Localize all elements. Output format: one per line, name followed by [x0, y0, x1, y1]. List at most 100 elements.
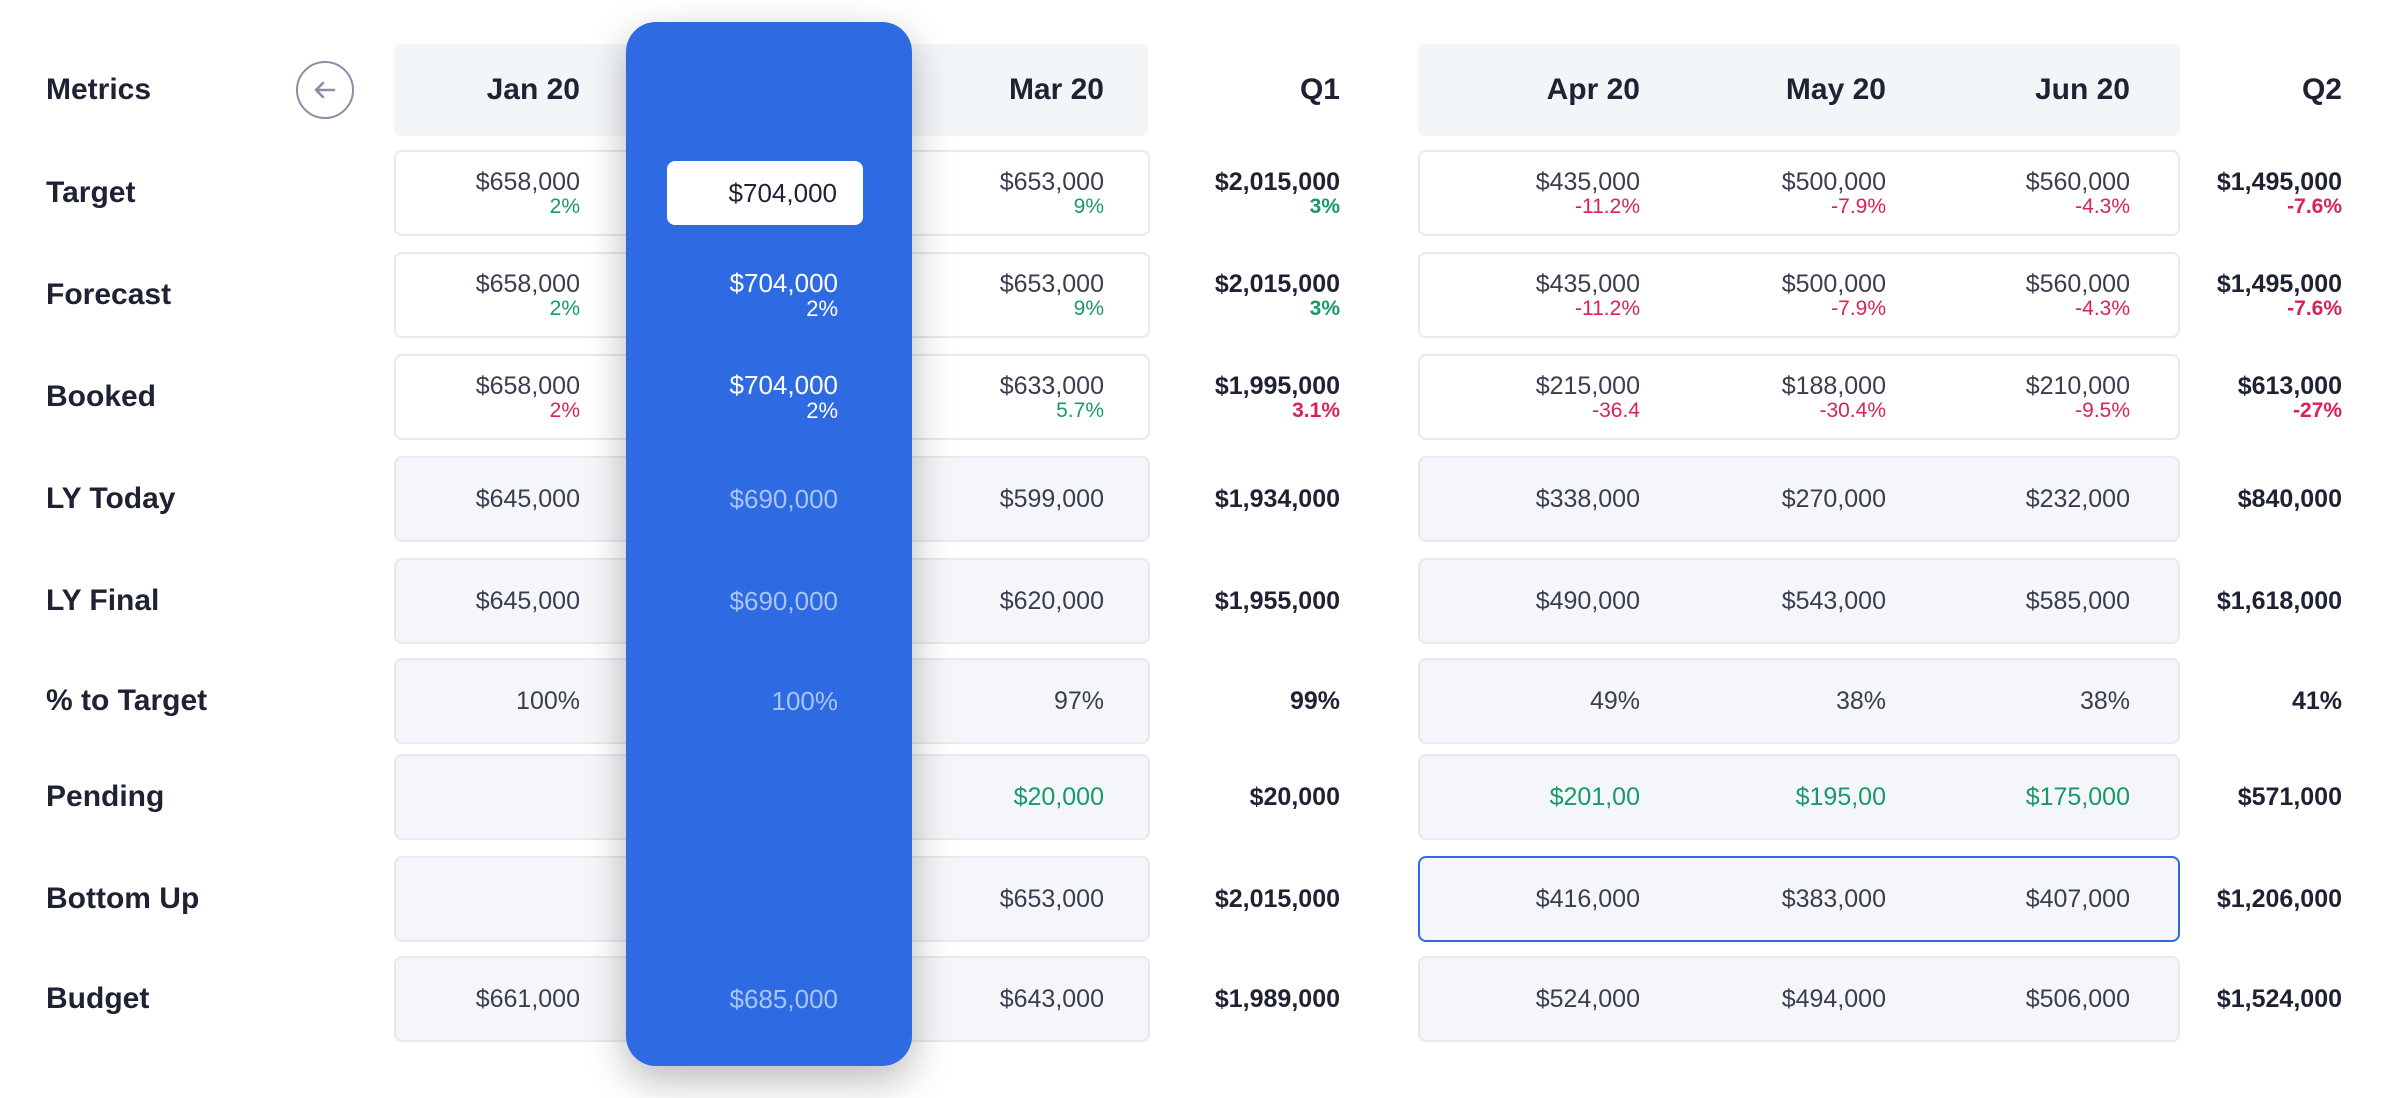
- row-label-pending: Pending: [46, 780, 165, 813]
- cell-jun[interactable]: 38%: [1910, 658, 2130, 744]
- cell-jun[interactable]: $560,000 -4.3%: [1910, 150, 2130, 236]
- cell-q1[interactable]: $1,955,000: [1120, 558, 1340, 644]
- cell-q1[interactable]: $2,015,000 3%: [1120, 150, 1340, 236]
- cell-mar[interactable]: $20,000: [884, 754, 1104, 840]
- cell-mar[interactable]: 97%: [884, 658, 1104, 744]
- cell-apr[interactable]: $416,000: [1420, 856, 1640, 942]
- cell-may[interactable]: $195,00: [1666, 754, 1886, 840]
- cell-may[interactable]: $543,000: [1666, 558, 1886, 644]
- cell-q1[interactable]: $2,015,000 3%: [1120, 252, 1340, 338]
- cell-apr[interactable]: $201,00: [1420, 754, 1640, 840]
- cell-mar[interactable]: $653,000: [884, 856, 1104, 942]
- cell-value: $215,000: [1535, 371, 1640, 400]
- cell-q2[interactable]: $1,495,000 -7.6%: [2122, 252, 2342, 338]
- cell-value: $416,000: [1535, 885, 1640, 913]
- arrow-left-icon: [314, 81, 336, 99]
- cell-feb[interactable]: $685,000: [618, 956, 838, 1042]
- cell-apr[interactable]: $435,000 -11.2%: [1420, 252, 1640, 338]
- cell-may[interactable]: $270,000: [1666, 456, 1886, 542]
- cell-jun[interactable]: $585,000: [1910, 558, 2130, 644]
- cell-jan[interactable]: $661,000: [360, 956, 580, 1042]
- cell-may[interactable]: $500,000 -7.9%: [1666, 252, 1886, 338]
- cell-q1[interactable]: $1,989,000: [1120, 956, 1340, 1042]
- column-header-q2[interactable]: Q2: [2301, 73, 2342, 106]
- cell-may[interactable]: $188,000 -30.4%: [1666, 354, 1886, 440]
- cell-apr[interactable]: $524,000: [1420, 956, 1640, 1042]
- cell-q2[interactable]: $1,524,000: [2122, 956, 2342, 1042]
- cell-may[interactable]: $383,000: [1666, 856, 1886, 942]
- cell-feb[interactable]: $690,000: [618, 558, 838, 644]
- row-label-ly-final: LY Final: [46, 584, 160, 617]
- cell-jun[interactable]: $407,000: [1910, 856, 2130, 942]
- cell-jun[interactable]: $175,000: [1910, 754, 2130, 840]
- cell-apr[interactable]: $215,000 -36.4: [1420, 354, 1640, 440]
- cell-may[interactable]: $494,000: [1666, 956, 1886, 1042]
- cell-q2[interactable]: $1,618,000: [2122, 558, 2342, 644]
- cell-jan[interactable]: $658,000 2%: [360, 150, 580, 236]
- cell-q2[interactable]: $571,000: [2122, 754, 2342, 840]
- cell-q1[interactable]: $20,000: [1120, 754, 1340, 840]
- column-header-q1[interactable]: Q1: [1299, 73, 1340, 106]
- cell-q1[interactable]: 99%: [1120, 658, 1340, 744]
- cell-feb[interactable]: $690,000: [618, 456, 838, 542]
- cell-apr[interactable]: $490,000: [1420, 558, 1640, 644]
- cell-q2[interactable]: $840,000: [2122, 456, 2342, 542]
- selected-row-range[interactable]: [1418, 856, 2180, 942]
- cell-jun[interactable]: $506,000: [1910, 956, 2130, 1042]
- cell-mar[interactable]: $599,000: [884, 456, 1104, 542]
- cell-value: $210,000: [2025, 371, 2130, 400]
- cell-may[interactable]: $500,000 -7.9%: [1666, 150, 1886, 236]
- cell-jan[interactable]: $658,000 2%: [360, 354, 580, 440]
- cell-apr[interactable]: 49%: [1420, 658, 1640, 744]
- cell-q1[interactable]: $1,995,000 3.1%: [1120, 354, 1340, 440]
- column-header-may[interactable]: May 20: [1785, 73, 1886, 106]
- cell-jan[interactable]: $658,000 2%: [360, 252, 580, 338]
- cell-jan[interactable]: 100%: [360, 658, 580, 744]
- column-header-mar[interactable]: Mar 20: [1008, 73, 1104, 106]
- cell-mar[interactable]: $643,000: [884, 956, 1104, 1042]
- feb-target-input[interactable]: [667, 161, 863, 225]
- row-label-pct-to-target: % to Target: [46, 684, 208, 717]
- cell-feb[interactable]: 100%: [618, 658, 839, 744]
- cell-value: $1,989,000: [1214, 985, 1340, 1013]
- cell-mar[interactable]: $653,000 9%: [884, 150, 1104, 236]
- cell-jan[interactable]: $645,000: [360, 558, 580, 644]
- cell-variance: -9.5%: [2075, 398, 2130, 422]
- cell-mar[interactable]: $633,000 5.7%: [884, 354, 1104, 440]
- cell-apr[interactable]: $435,000 -11.2%: [1420, 150, 1640, 236]
- cell-mar[interactable]: $653,000 9%: [884, 252, 1104, 338]
- cell-variance: 9%: [1073, 194, 1104, 218]
- cell-jun[interactable]: $560,000 -4.3%: [1910, 252, 2130, 338]
- cell-q2[interactable]: $613,000 -27%: [2122, 354, 2342, 440]
- cell-q2[interactable]: $1,206,000: [2122, 856, 2342, 942]
- cell-mar[interactable]: $620,000: [884, 558, 1104, 644]
- cell-value: 49%: [1589, 687, 1640, 715]
- column-header-apr[interactable]: Apr 20: [1546, 73, 1640, 106]
- cell-may[interactable]: 38%: [1666, 658, 1886, 744]
- cell-jan[interactable]: $645,000: [360, 456, 580, 542]
- cell-value: $690,000: [729, 585, 838, 616]
- cell-value: $653,000: [999, 167, 1104, 196]
- cell-variance: 2%: [549, 194, 580, 218]
- cell-value: $645,000: [475, 485, 580, 513]
- cell-q2[interactable]: $1,495,000 -7.6%: [2122, 150, 2342, 236]
- back-button[interactable]: [296, 61, 354, 119]
- cell-feb[interactable]: [618, 856, 838, 942]
- column-header-jun[interactable]: Jun 20: [2034, 73, 2130, 106]
- cell-jan[interactable]: [360, 754, 580, 840]
- cell-feb[interactable]: $704,000 2%: [618, 354, 838, 440]
- cell-jun[interactable]: $210,000 -9.5%: [1910, 354, 2130, 440]
- metrics-header-label: Metrics: [46, 73, 152, 106]
- cell-jun[interactable]: $232,000: [1910, 456, 2130, 542]
- cell-value: $270,000: [1781, 485, 1886, 513]
- cell-q1[interactable]: $2,015,000: [1120, 856, 1340, 942]
- cell-value: 38%: [1835, 687, 1886, 715]
- cell-feb[interactable]: [618, 754, 838, 840]
- cell-value: $195,00: [1795, 783, 1886, 811]
- cell-q2[interactable]: 41%: [2122, 658, 2342, 744]
- cell-apr[interactable]: $338,000: [1420, 456, 1640, 542]
- cell-jan[interactable]: [360, 856, 580, 942]
- cell-q1[interactable]: $1,934,000: [1120, 456, 1340, 542]
- cell-feb[interactable]: $704,000 2%: [618, 252, 838, 338]
- column-header-jan[interactable]: Jan 20: [486, 73, 580, 106]
